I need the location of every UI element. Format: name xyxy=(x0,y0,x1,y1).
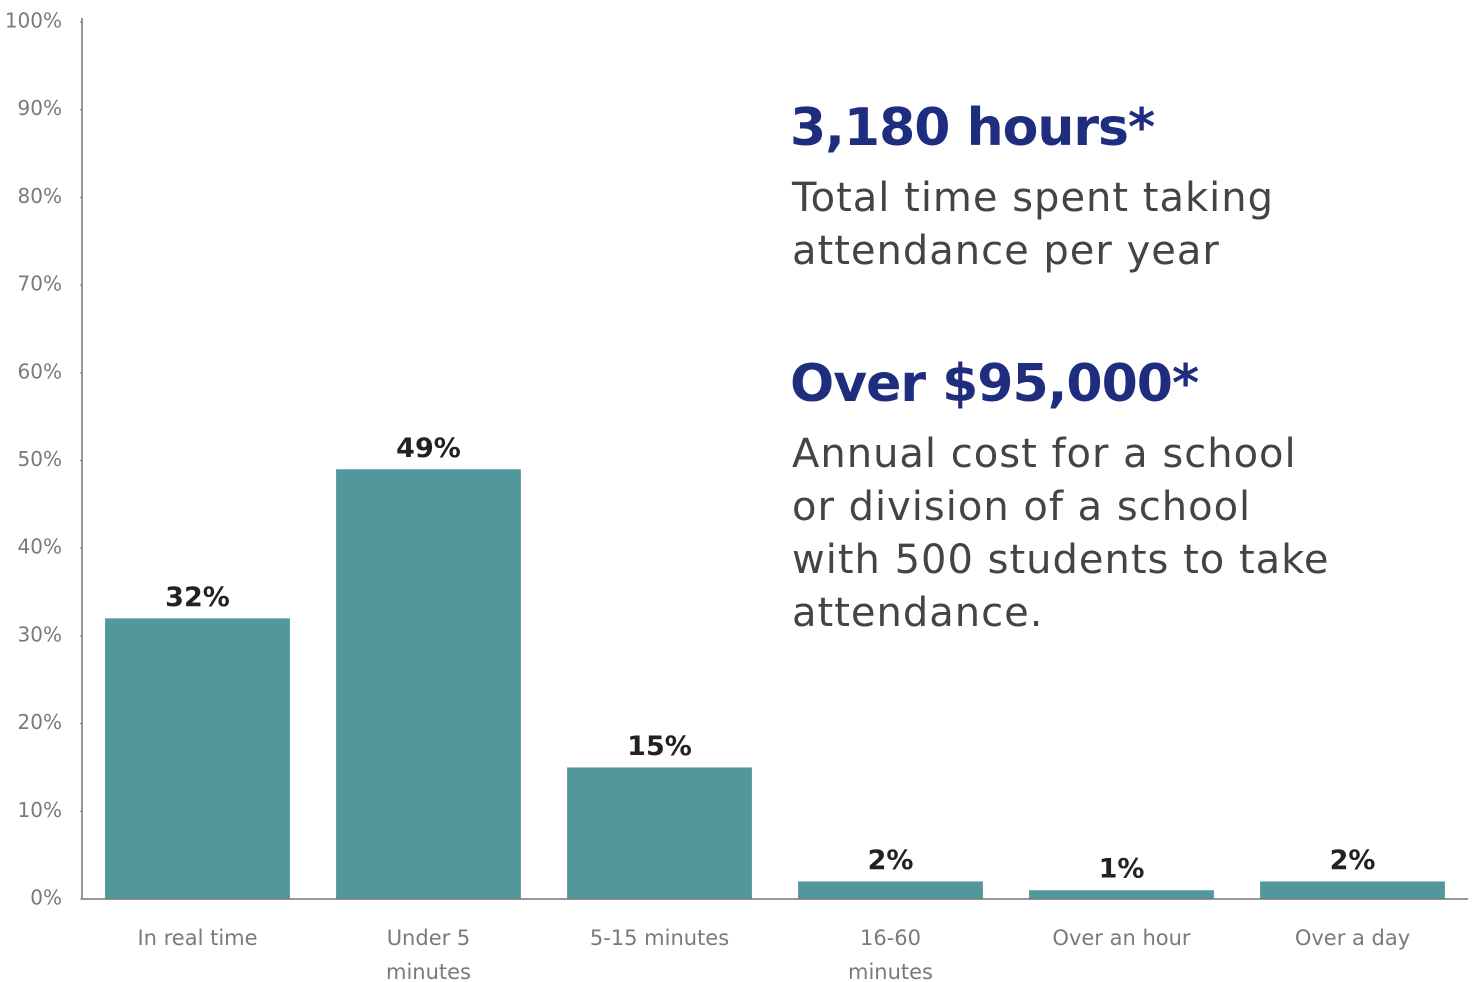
y-tick-label: 60% xyxy=(18,359,62,383)
y-tick-label: 40% xyxy=(18,535,62,559)
x-tick-label: 5-15 minutes xyxy=(589,926,730,950)
x-tick-label: Under 5 minutes xyxy=(385,926,471,982)
data-label: 15% xyxy=(627,731,692,762)
data-label: 2% xyxy=(1330,845,1376,876)
data-label: 49% xyxy=(396,433,461,464)
y-tick-label: 80% xyxy=(18,184,62,208)
bar xyxy=(1260,881,1445,899)
y-tick-label: 20% xyxy=(18,710,62,734)
data-label: 1% xyxy=(1099,854,1145,885)
x-tick-label: Over a day xyxy=(1294,926,1411,950)
bar xyxy=(336,469,521,899)
x-tick-label: In real time xyxy=(137,926,258,950)
annotation-heading: Over $95,000* xyxy=(790,354,1199,414)
y-tick-label: 50% xyxy=(18,447,62,471)
bar xyxy=(1029,890,1214,899)
bar xyxy=(798,881,983,899)
annotation-text: Total time spent taking attendance per y… xyxy=(792,175,1275,274)
bar xyxy=(105,618,290,899)
x-tick-label: 16-60 minutes xyxy=(847,926,933,982)
bar xyxy=(567,767,752,899)
x-tick-label: Over an hour xyxy=(1052,926,1191,950)
annotation-heading: 3,180 hours* xyxy=(790,98,1155,158)
y-tick-label: 30% xyxy=(18,622,62,646)
y-tick-label: 100% xyxy=(5,9,62,33)
y-tick-label: 0% xyxy=(30,886,62,910)
data-label: 2% xyxy=(868,845,914,876)
data-label: 32% xyxy=(165,582,230,613)
y-tick-label: 10% xyxy=(18,798,62,822)
annotation-text: Annual cost for a school or division of … xyxy=(792,431,1330,636)
y-tick-label: 70% xyxy=(18,272,62,296)
y-tick-label: 90% xyxy=(18,96,62,120)
